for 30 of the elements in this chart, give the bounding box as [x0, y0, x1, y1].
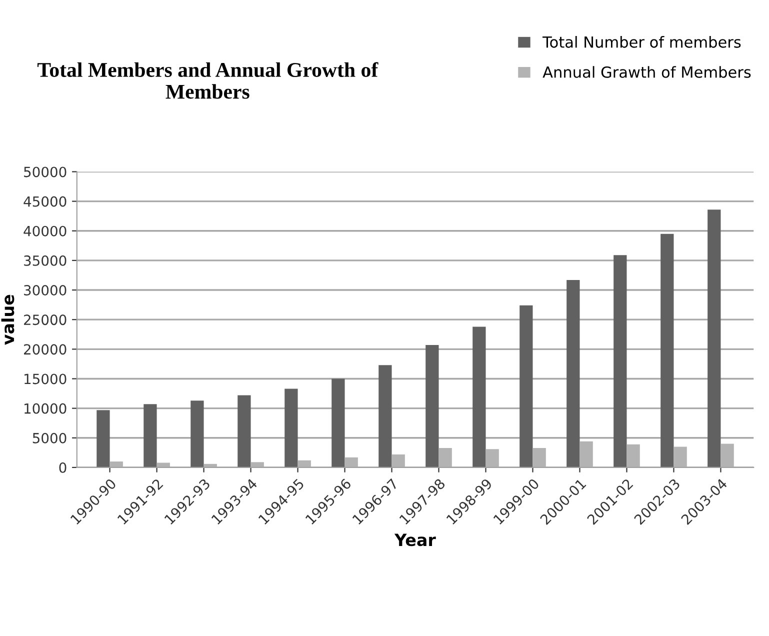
legend-label: Total Number of members: [542, 36, 741, 48]
y-tick-label: 0: [59, 462, 66, 473]
bar: [190, 400, 204, 468]
x-axis-title: Year: [394, 534, 436, 546]
bar: [472, 326, 486, 468]
legend-label: Annual Grawth of Members: [542, 66, 751, 78]
y-tick-label: 10000: [24, 403, 66, 414]
y-tick-label: 15000: [24, 374, 66, 384]
bar: [238, 395, 251, 468]
y-tick-label: 30000: [24, 284, 66, 296]
bar: [426, 345, 439, 468]
y-tick-label: 40000: [24, 226, 66, 236]
chart-title: Total Members and Annual Growth of Members: [37, 62, 378, 99]
y-tick-label: 5000: [32, 432, 66, 444]
y-tick-label: 45000: [24, 196, 66, 207]
bar: [144, 404, 157, 468]
y-tick-label: 50000: [24, 166, 66, 178]
y-axis-title: value: [1, 294, 14, 345]
bar: [96, 410, 110, 468]
bar: [378, 365, 392, 468]
y-tick-label: 25000: [24, 314, 66, 326]
bar: [660, 234, 674, 468]
bar: [566, 280, 580, 468]
bar: [284, 388, 298, 468]
bar: [614, 255, 627, 468]
bar: [708, 210, 721, 468]
bar: [520, 305, 533, 468]
y-tick-label: 35000: [24, 255, 66, 266]
bar: [332, 378, 345, 468]
y-tick-label: 20000: [24, 344, 66, 355]
